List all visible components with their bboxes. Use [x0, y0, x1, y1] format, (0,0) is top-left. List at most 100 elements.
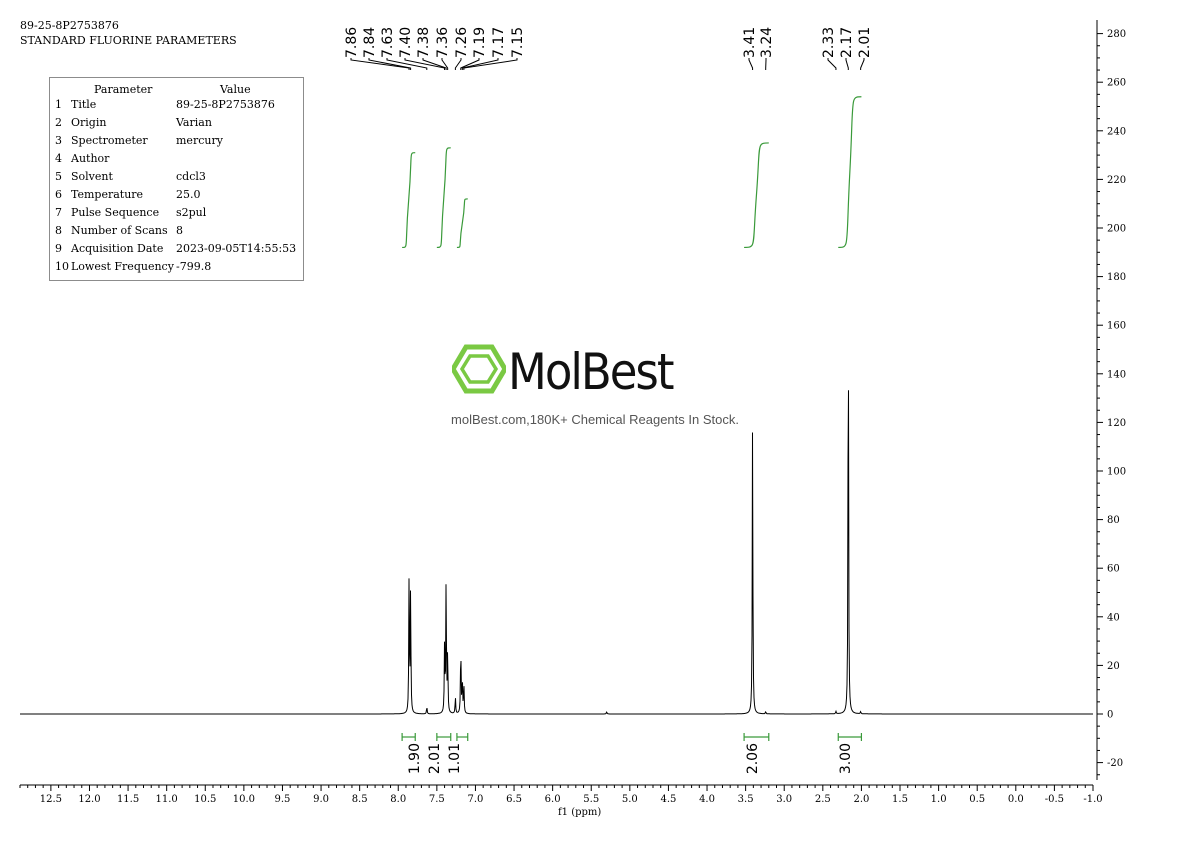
x-tick-label: 12.0: [78, 794, 100, 805]
peak-leader-line: [441, 58, 449, 70]
param-row: 4 Author: [55, 152, 300, 169]
peak-label: 7.19: [472, 27, 488, 58]
y-tick-label: 40: [1107, 612, 1120, 623]
param-row-number: 2: [55, 116, 62, 129]
peak-leader-line: [404, 58, 446, 70]
x-tick-label: 11.0: [156, 794, 178, 805]
peak-label: 7.86: [344, 27, 360, 58]
param-row-name: Solvent: [71, 170, 113, 183]
peak-label: 7.84: [362, 27, 378, 58]
param-row-value: Varian: [176, 116, 212, 129]
x-tick-label: 3.0: [776, 794, 792, 805]
integral-curve: [838, 96, 862, 249]
param-row-name: Temperature: [71, 188, 144, 201]
y-tick-label: 140: [1107, 369, 1126, 380]
integral-value: 1.01: [447, 743, 463, 774]
peak-label: 7.15: [510, 27, 526, 58]
peak-label: 7.63: [380, 27, 396, 58]
y-tick-label: 220: [1107, 175, 1126, 186]
y-tick-label: 260: [1107, 78, 1126, 89]
x-tick-label: 10.0: [233, 794, 255, 805]
peak-leader-line: [454, 58, 462, 70]
param-row: 5 Solvent cdcl3: [55, 170, 300, 187]
param-row-number: 10: [55, 260, 69, 273]
y-tick-label: 180: [1107, 272, 1126, 283]
peak-label: 2.33: [821, 27, 837, 58]
peak-leader-line: [422, 58, 447, 70]
param-row-name: Pulse Sequence: [71, 206, 160, 219]
param-row: 3 Spectrometer mercury: [55, 134, 300, 151]
param-row-name: Origin: [71, 116, 107, 129]
y-tick-label: 60: [1107, 564, 1120, 575]
param-row-value: 8: [176, 224, 183, 237]
param-row: 7 Pulse Sequence s2pul: [55, 206, 300, 223]
x-tick-label: 9.0: [313, 794, 329, 805]
parameter-table: Parameter Value 1 Title 89-25-8P2753876 2 Or…: [49, 77, 304, 281]
benzene-logo-icon: [452, 344, 506, 394]
x-tick-label: 4.0: [699, 794, 715, 805]
param-row-number: 7: [55, 206, 62, 219]
peak-leader-line: [845, 58, 849, 70]
peak-label: 2.01: [857, 27, 873, 58]
y-tick-label: 240: [1107, 126, 1126, 137]
x-tick-label: 7.0: [467, 794, 483, 805]
experiment-name: STANDARD FLUORINE PARAMETERS: [20, 34, 237, 47]
peak-leader-line: [461, 58, 499, 70]
x-tick-label: 1.0: [931, 794, 947, 805]
peak-label: 3.41: [742, 27, 758, 58]
x-axis-label: f1 (ppm): [558, 807, 601, 818]
param-row-number: 4: [55, 152, 62, 165]
param-row: 8 Number of Scans 8: [55, 224, 300, 241]
spectrum-trace: [20, 390, 1093, 715]
integral-curves: [402, 96, 862, 249]
peak-leader-line: [460, 58, 480, 70]
y-tick-label: 20: [1107, 661, 1120, 672]
x-tick-label: 0.0: [1008, 794, 1024, 805]
x-tick-label: 1.5: [892, 794, 908, 805]
spectrum-header: 89-25-8P2753876 STANDARD FLUORINE PARAME…: [20, 18, 237, 48]
param-row: 2 Origin Varian: [55, 116, 300, 133]
peak-label: 7.36: [435, 27, 451, 58]
peak-labels: 7.86 7.84 7.63 7.40 7.38 7.36 7.26 7.19 7.17 7.15…: [344, 27, 873, 70]
param-row-number: 6: [55, 188, 62, 201]
x-tick-label: 0.5: [969, 794, 985, 805]
param-row-name: Title: [71, 98, 97, 111]
param-row-value: -799.8: [176, 260, 212, 273]
integral-value: 2.06: [745, 743, 761, 774]
integral-curve: [456, 198, 468, 249]
x-tick-label: 12.5: [40, 794, 62, 805]
x-tick-label: 7.5: [429, 794, 445, 805]
integral-curve: [436, 147, 451, 249]
x-tick-label: 11.5: [117, 794, 139, 805]
integral-value: 3.00: [838, 743, 854, 774]
param-row-value: 89-25-8P2753876: [176, 98, 275, 111]
brand-name: MolBest: [508, 343, 674, 401]
peak-label: 7.17: [491, 27, 507, 58]
y-axis: 280260240220200180160140120100806040200-…: [1096, 20, 1126, 780]
peak-label: 2.17: [839, 27, 855, 58]
param-row: 9 Acquisition Date 2023-09-05T14:55:53: [55, 242, 300, 259]
peak-label: 7.26: [454, 27, 470, 58]
peak-leader-line: [350, 58, 410, 70]
integral-value: 1.90: [407, 743, 423, 774]
y-tick-label: 160: [1107, 321, 1126, 332]
peak-label: 7.40: [398, 27, 414, 58]
param-row: 6 Temperature 25.0: [55, 188, 300, 205]
param-row-value: 25.0: [176, 188, 201, 201]
y-tick-label: 80: [1107, 515, 1120, 526]
integral-value: 2.01: [427, 743, 443, 774]
param-row-name: Number of Scans: [71, 224, 168, 237]
x-tick-label: 6.0: [545, 794, 561, 805]
param-row-value: 2023-09-05T14:55:53: [176, 242, 297, 255]
x-tick-label: 3.5: [738, 794, 754, 805]
param-row: 1 Title 89-25-8P2753876: [55, 98, 300, 115]
sample-id: 89-25-8P2753876: [20, 19, 119, 32]
x-axis: 12.5 12.0 11.5 11.0 10.5 10.0 9.5 9.0 8.5 8.0 7.5 7…: [19, 784, 1103, 805]
param-row-number: 3: [55, 134, 62, 147]
param-row-number: 8: [55, 224, 62, 237]
y-tick-label: 120: [1107, 418, 1126, 429]
y-tick-label: 100: [1107, 467, 1126, 478]
peak-label: 3.24: [759, 27, 775, 58]
param-row-number: 1: [55, 98, 62, 111]
